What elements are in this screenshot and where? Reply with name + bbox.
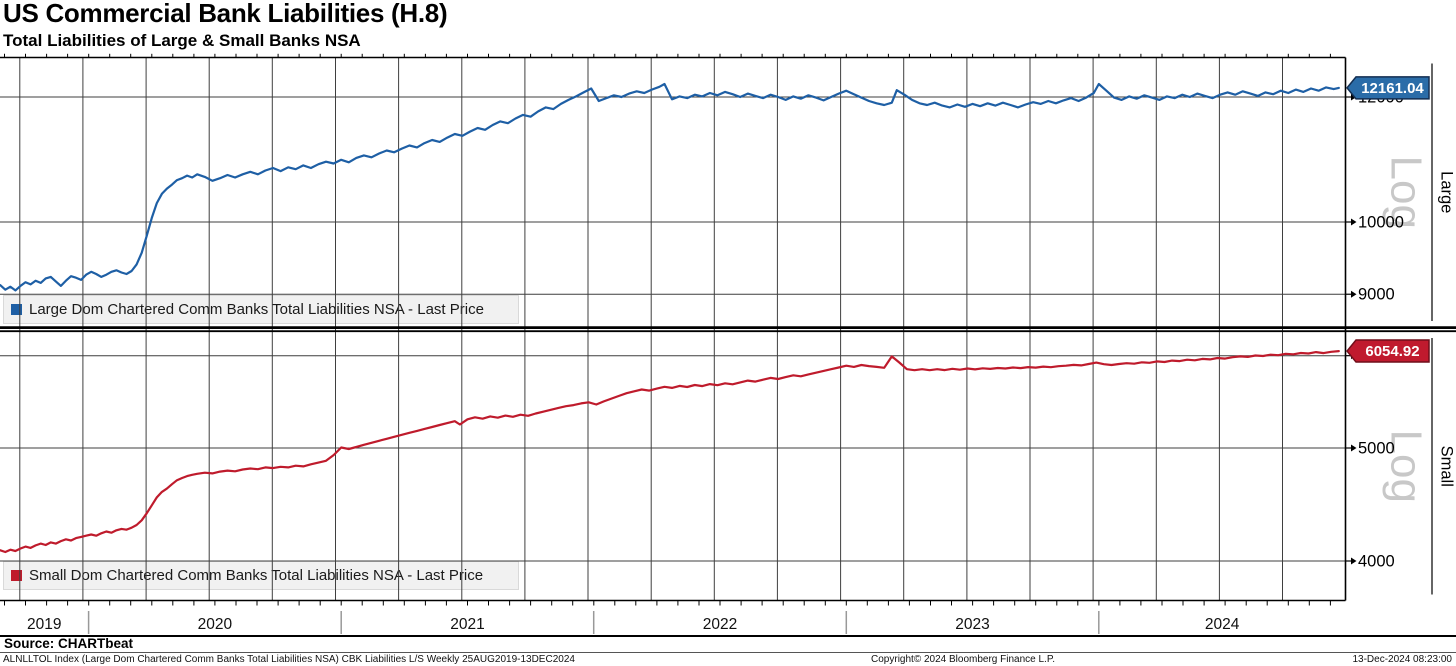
y-tick-arrow <box>1351 444 1357 452</box>
legend-label-small: Small Dom Chartered Comm Banks Total Lia… <box>29 567 484 584</box>
year-label: 2024 <box>1205 616 1240 633</box>
y-tick-label: 9000 <box>1358 286 1395 304</box>
log-scale-watermark: Log <box>1381 156 1430 229</box>
y-tick-arrow <box>1351 290 1357 298</box>
y-tick-arrow <box>1351 93 1357 101</box>
timestamp: 13-Dec-2024 08:23:00 <box>1352 654 1452 665</box>
panel-axis-title: Small <box>1438 446 1456 487</box>
y-tick-arrow <box>1351 218 1357 226</box>
legend-marker-large <box>11 304 22 315</box>
y-tick-label: 5000 <box>1358 440 1395 458</box>
legend-marker-small <box>11 570 22 581</box>
page-title: US Commercial Bank Liabilities (H.8) <box>3 0 448 28</box>
copyright-notice: Copyright© 2024 Bloomberg Finance L.P. <box>871 654 1055 665</box>
y-tick-arrow <box>1351 557 1357 565</box>
year-label: 2020 <box>198 616 233 633</box>
y-tick-label: 12000 <box>1358 89 1404 107</box>
large-series-line <box>0 82 1340 292</box>
legend-small-banks[interactable]: Small Dom Chartered Comm Banks Total Lia… <box>3 561 519 590</box>
year-label: 2019 <box>27 616 61 633</box>
y-tick-arrow <box>1351 352 1357 360</box>
large-last-price-value: 12161.04 <box>1361 80 1424 97</box>
fineprint-divider <box>0 652 1456 653</box>
ticker-description: ALNLLTOL Index (Large Dom Chartered Comm… <box>3 654 575 665</box>
log-scale-watermark: Log <box>1381 430 1430 503</box>
year-label: 2021 <box>450 616 484 633</box>
large-last-price-badge <box>1346 76 1430 100</box>
y-tick-label: 4000 <box>1358 552 1395 570</box>
year-label: 2023 <box>955 616 989 633</box>
y-tick-label: 6000 <box>1358 347 1395 365</box>
small-series-line <box>0 350 1340 554</box>
y-tick-label: 10000 <box>1358 214 1404 232</box>
small-last-price-value: 6054.92 <box>1365 343 1419 360</box>
small-last-price-badge <box>1346 339 1430 363</box>
page-subtitle: Total Liabilities of Large & Small Banks… <box>3 31 361 50</box>
legend-large-banks[interactable]: Large Dom Chartered Comm Banks Total Lia… <box>3 295 519 324</box>
footer-divider <box>0 635 1456 637</box>
source-label: Source: CHARTbeat <box>4 636 134 651</box>
year-label: 2022 <box>703 616 737 633</box>
panel-axis-title: Large <box>1438 171 1456 213</box>
legend-label-large: Large Dom Chartered Comm Banks Total Lia… <box>29 301 484 318</box>
